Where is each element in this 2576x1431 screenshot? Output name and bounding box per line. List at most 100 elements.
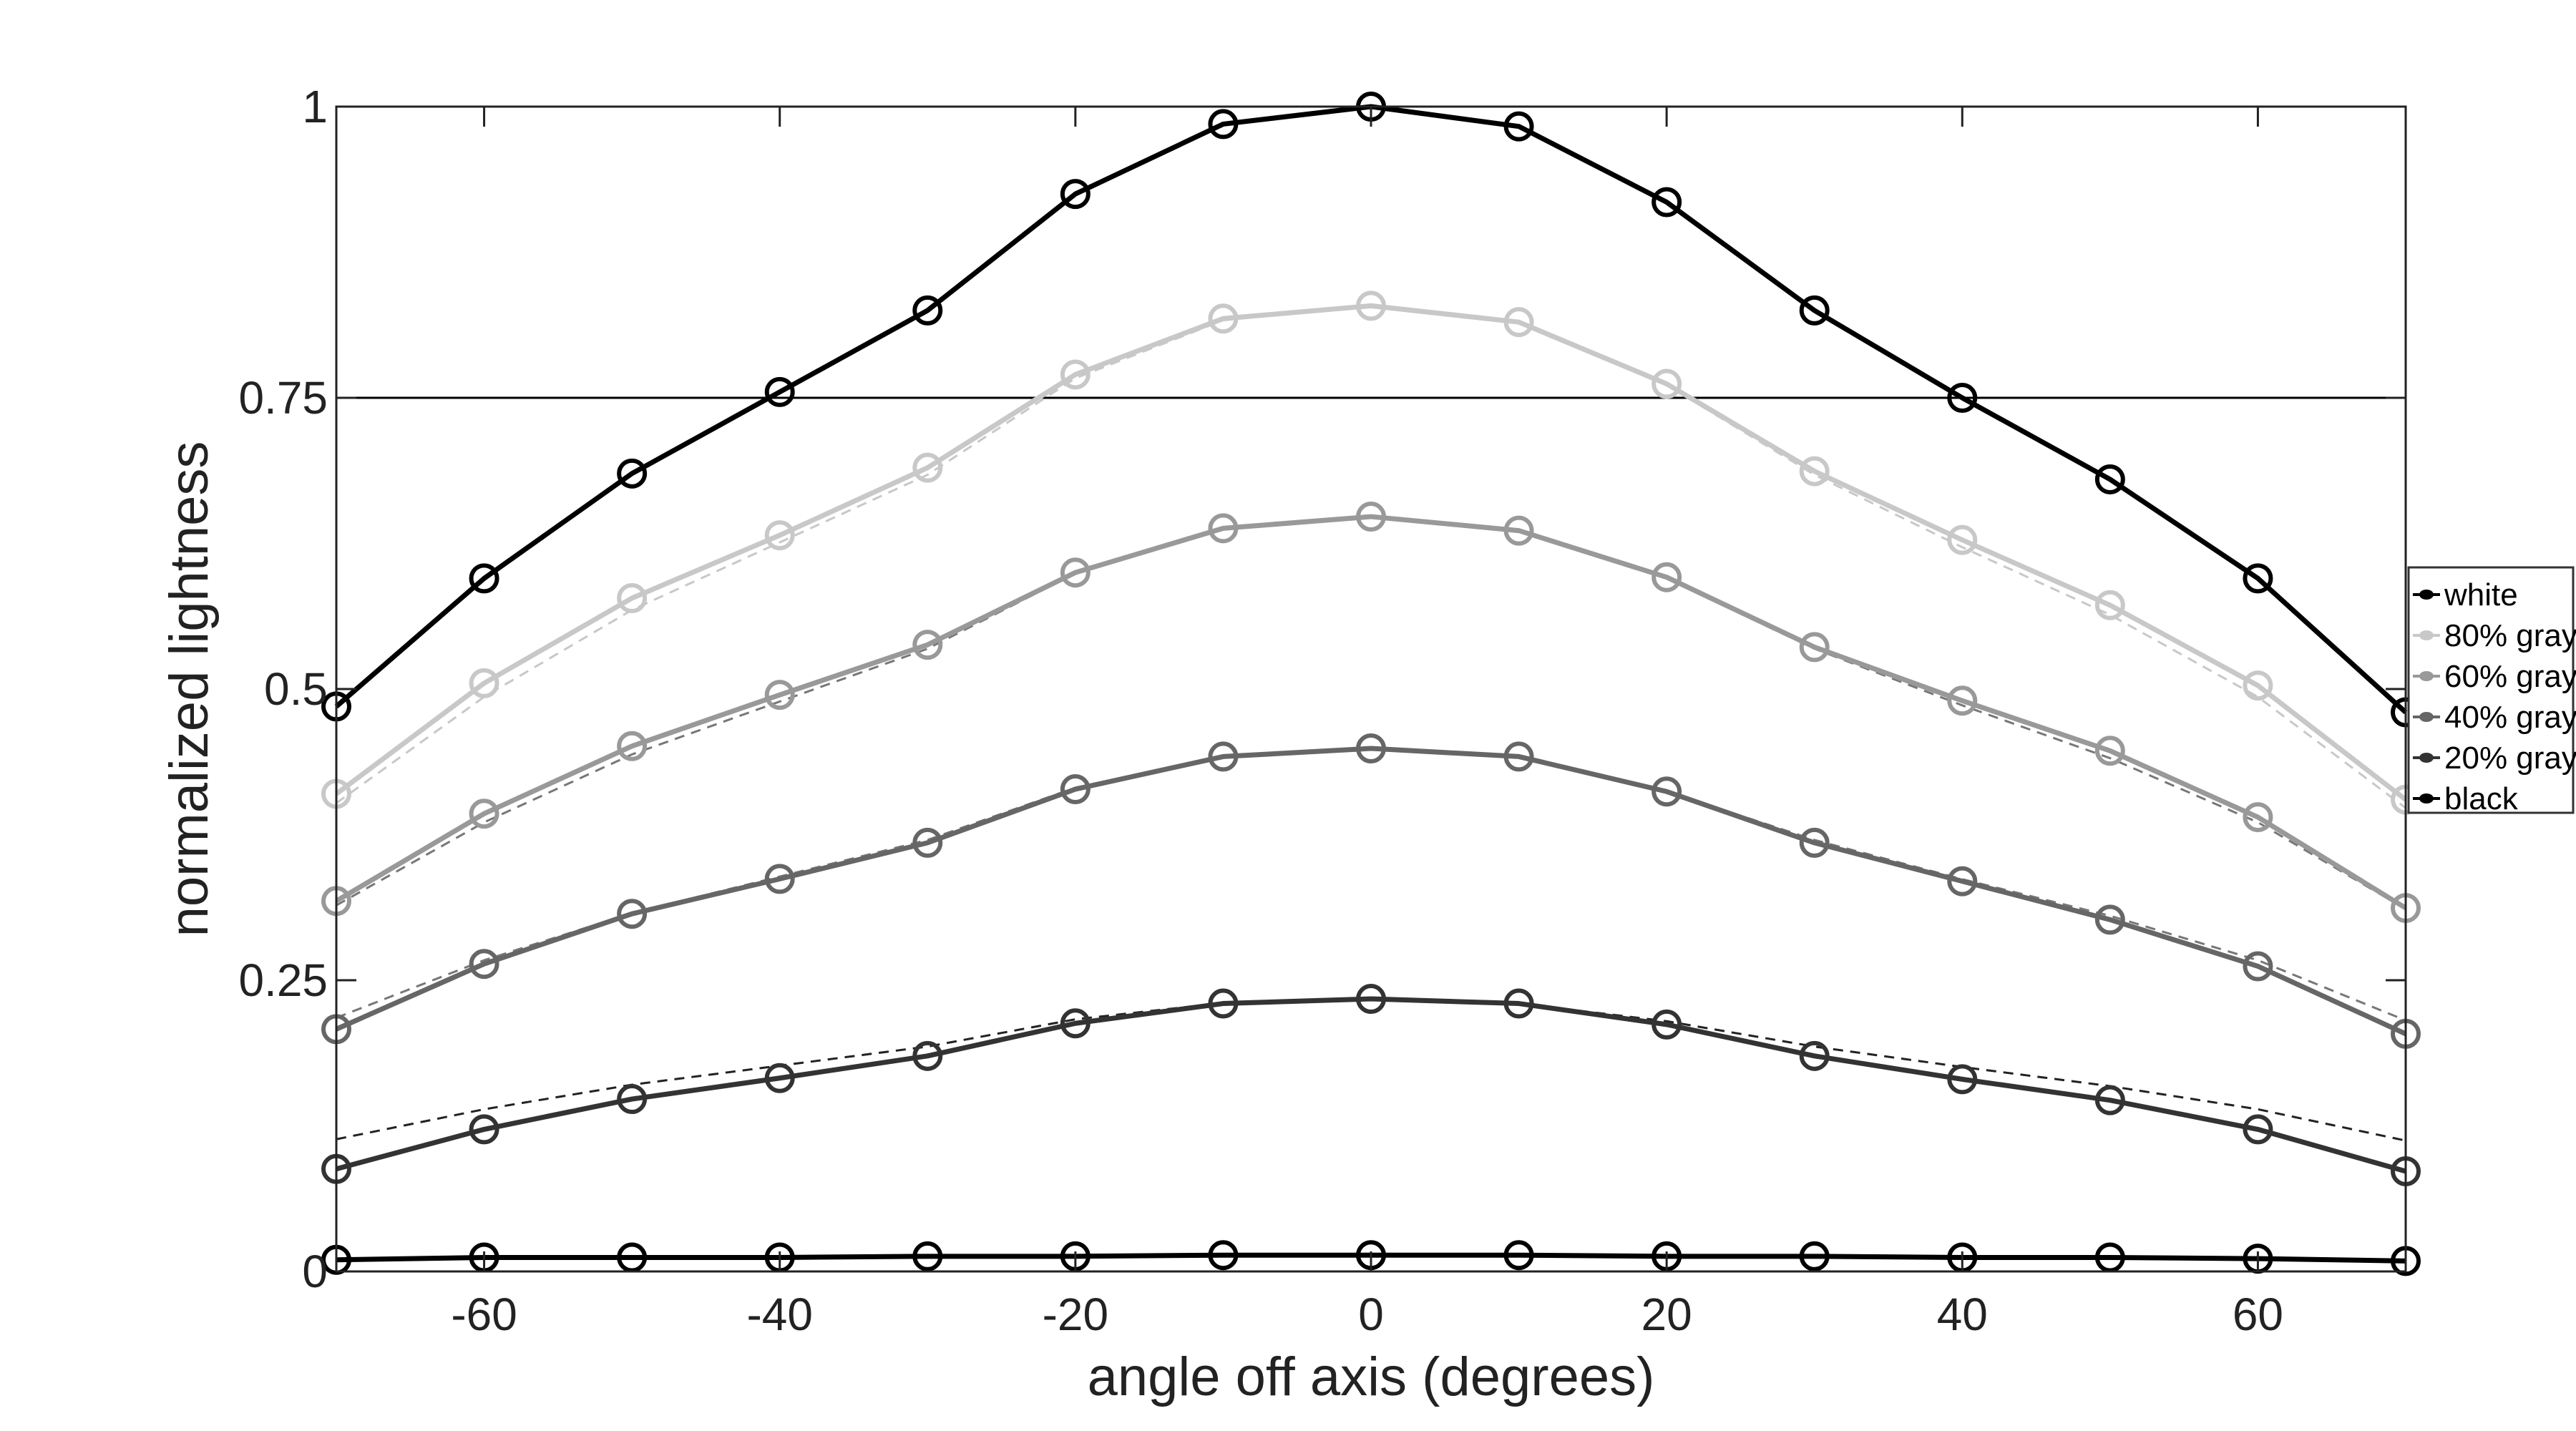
x-tick-label: -40 — [746, 1289, 813, 1340]
data-point-80-gray — [912, 452, 943, 483]
data-point-40-gray — [1208, 741, 1239, 772]
series-line-20-gray — [336, 996, 2406, 1174]
data-point-black — [1208, 1240, 1239, 1271]
dashed-reference-60-gray — [336, 515, 2406, 910]
data-point-black — [617, 1242, 648, 1273]
data-point-20-gray — [1947, 1064, 1978, 1095]
data-point-60-gray — [1208, 513, 1239, 544]
data-point-60-gray — [1799, 632, 1830, 663]
data-point-black — [1503, 1240, 1534, 1271]
data-point-20-gray — [2243, 1114, 2273, 1145]
data-point-20-gray — [1060, 1008, 1091, 1039]
data-point-80-gray — [1208, 303, 1239, 334]
legend-swatch-marker — [2419, 793, 2434, 804]
data-point-80-gray — [764, 520, 795, 551]
data-point-white — [1799, 295, 1830, 326]
data-point-black — [1799, 1241, 1830, 1271]
data-point-80-gray — [1652, 368, 1682, 399]
legend-label: 20% gray — [2444, 741, 2576, 776]
data-point-white — [1208, 109, 1239, 140]
data-point-80-gray — [1799, 456, 1830, 487]
data-point-white — [1503, 111, 1534, 142]
data-point-40-gray — [2094, 904, 2125, 935]
data-point-black — [912, 1241, 943, 1271]
legend-swatch-marker — [2419, 590, 2434, 600]
data-point-80-gray — [469, 668, 499, 698]
y-tick-label: 0.5 — [264, 663, 328, 715]
data-point-white — [764, 376, 795, 407]
legend-box — [2407, 566, 2575, 814]
legend-label: 40% gray — [2444, 700, 2576, 735]
data-point-white — [1947, 383, 1978, 413]
legend-swatch-marker — [2419, 712, 2434, 722]
data-point-80-gray — [2243, 670, 2273, 701]
legend-label: black — [2444, 781, 2519, 816]
data-point-60-gray — [2243, 802, 2273, 833]
data-point-20-gray — [469, 1114, 499, 1145]
y-axis-label: normalized lightness — [159, 441, 220, 937]
legend-swatch-marker — [2419, 753, 2434, 763]
data-point-20-gray — [1208, 988, 1239, 1019]
data-point-20-gray — [1356, 984, 1386, 1015]
data-point-80-gray — [1947, 524, 1978, 555]
x-tick-label: 20 — [1641, 1289, 1692, 1340]
data-point-60-gray — [2094, 736, 2125, 766]
data-point-60-gray — [469, 798, 499, 829]
data-point-80-gray — [1356, 290, 1386, 321]
x-tick-label: 0 — [1358, 1289, 1384, 1340]
data-point-40-gray — [2243, 951, 2273, 982]
data-point-60-gray — [764, 680, 795, 710]
series-line-40-gray — [335, 746, 2407, 1037]
data-point-white — [2094, 464, 2125, 494]
x-tick-label: 60 — [2233, 1289, 2283, 1340]
data-point-white — [1652, 187, 1682, 218]
data-point-80-gray — [1503, 307, 1534, 338]
legend-swatch-marker — [2419, 630, 2434, 640]
data-point-80-gray — [2094, 590, 2125, 620]
legend-label: 80% gray — [2444, 618, 2576, 653]
data-point-40-gray — [1356, 733, 1386, 764]
data-point-20-gray — [1652, 1009, 1682, 1040]
data-point-40-gray — [469, 949, 499, 980]
data-point-60-gray — [1503, 515, 1534, 546]
data-point-white — [2243, 563, 2273, 594]
x-tick-label: -60 — [451, 1289, 517, 1340]
legend-label: 60% gray — [2444, 659, 2576, 694]
data-point-white — [469, 563, 499, 594]
data-point-white — [617, 458, 648, 489]
data-point-60-gray — [912, 630, 943, 660]
data-point-60-gray — [1060, 557, 1091, 588]
data-point-40-gray — [764, 864, 795, 894]
series-line-60-gray — [335, 514, 2407, 911]
data-point-60-gray — [617, 731, 648, 761]
data-point-60-gray — [1356, 502, 1386, 532]
data-point-20-gray — [1799, 1040, 1830, 1071]
data-point-40-gray — [1947, 866, 1978, 897]
y-tick-label: 1 — [302, 81, 328, 132]
data-point-40-gray — [1060, 774, 1091, 805]
series-line-80-gray — [334, 303, 2408, 802]
data-point-white — [1060, 179, 1091, 210]
data-point-40-gray — [1652, 776, 1682, 807]
data-point-40-gray — [1503, 741, 1534, 772]
x-tick-label: 40 — [1937, 1289, 1988, 1340]
data-point-60-gray — [1947, 685, 1978, 716]
data-point-80-gray — [1060, 359, 1091, 390]
data-point-20-gray — [2094, 1085, 2125, 1115]
data-point-20-gray — [912, 1040, 943, 1071]
dashed-reference-20-gray — [336, 997, 2406, 1142]
data-point-60-gray — [1652, 562, 1682, 592]
data-point-40-gray — [1799, 827, 1830, 858]
y-tick-label: 0.25 — [238, 954, 328, 1006]
data-point-80-gray — [617, 583, 648, 614]
data-point-40-gray — [912, 827, 943, 858]
data-point-20-gray — [1503, 988, 1534, 1019]
x-axis-label: angle off axis (degrees) — [1088, 1347, 1655, 1407]
legend-label: white — [2444, 577, 2518, 612]
data-point-20-gray — [617, 1084, 648, 1115]
y-tick-label: 0 — [302, 1246, 328, 1297]
y-tick-label: 0.75 — [238, 372, 328, 424]
data-point-20-gray — [764, 1063, 795, 1093]
data-point-40-gray — [617, 899, 648, 929]
